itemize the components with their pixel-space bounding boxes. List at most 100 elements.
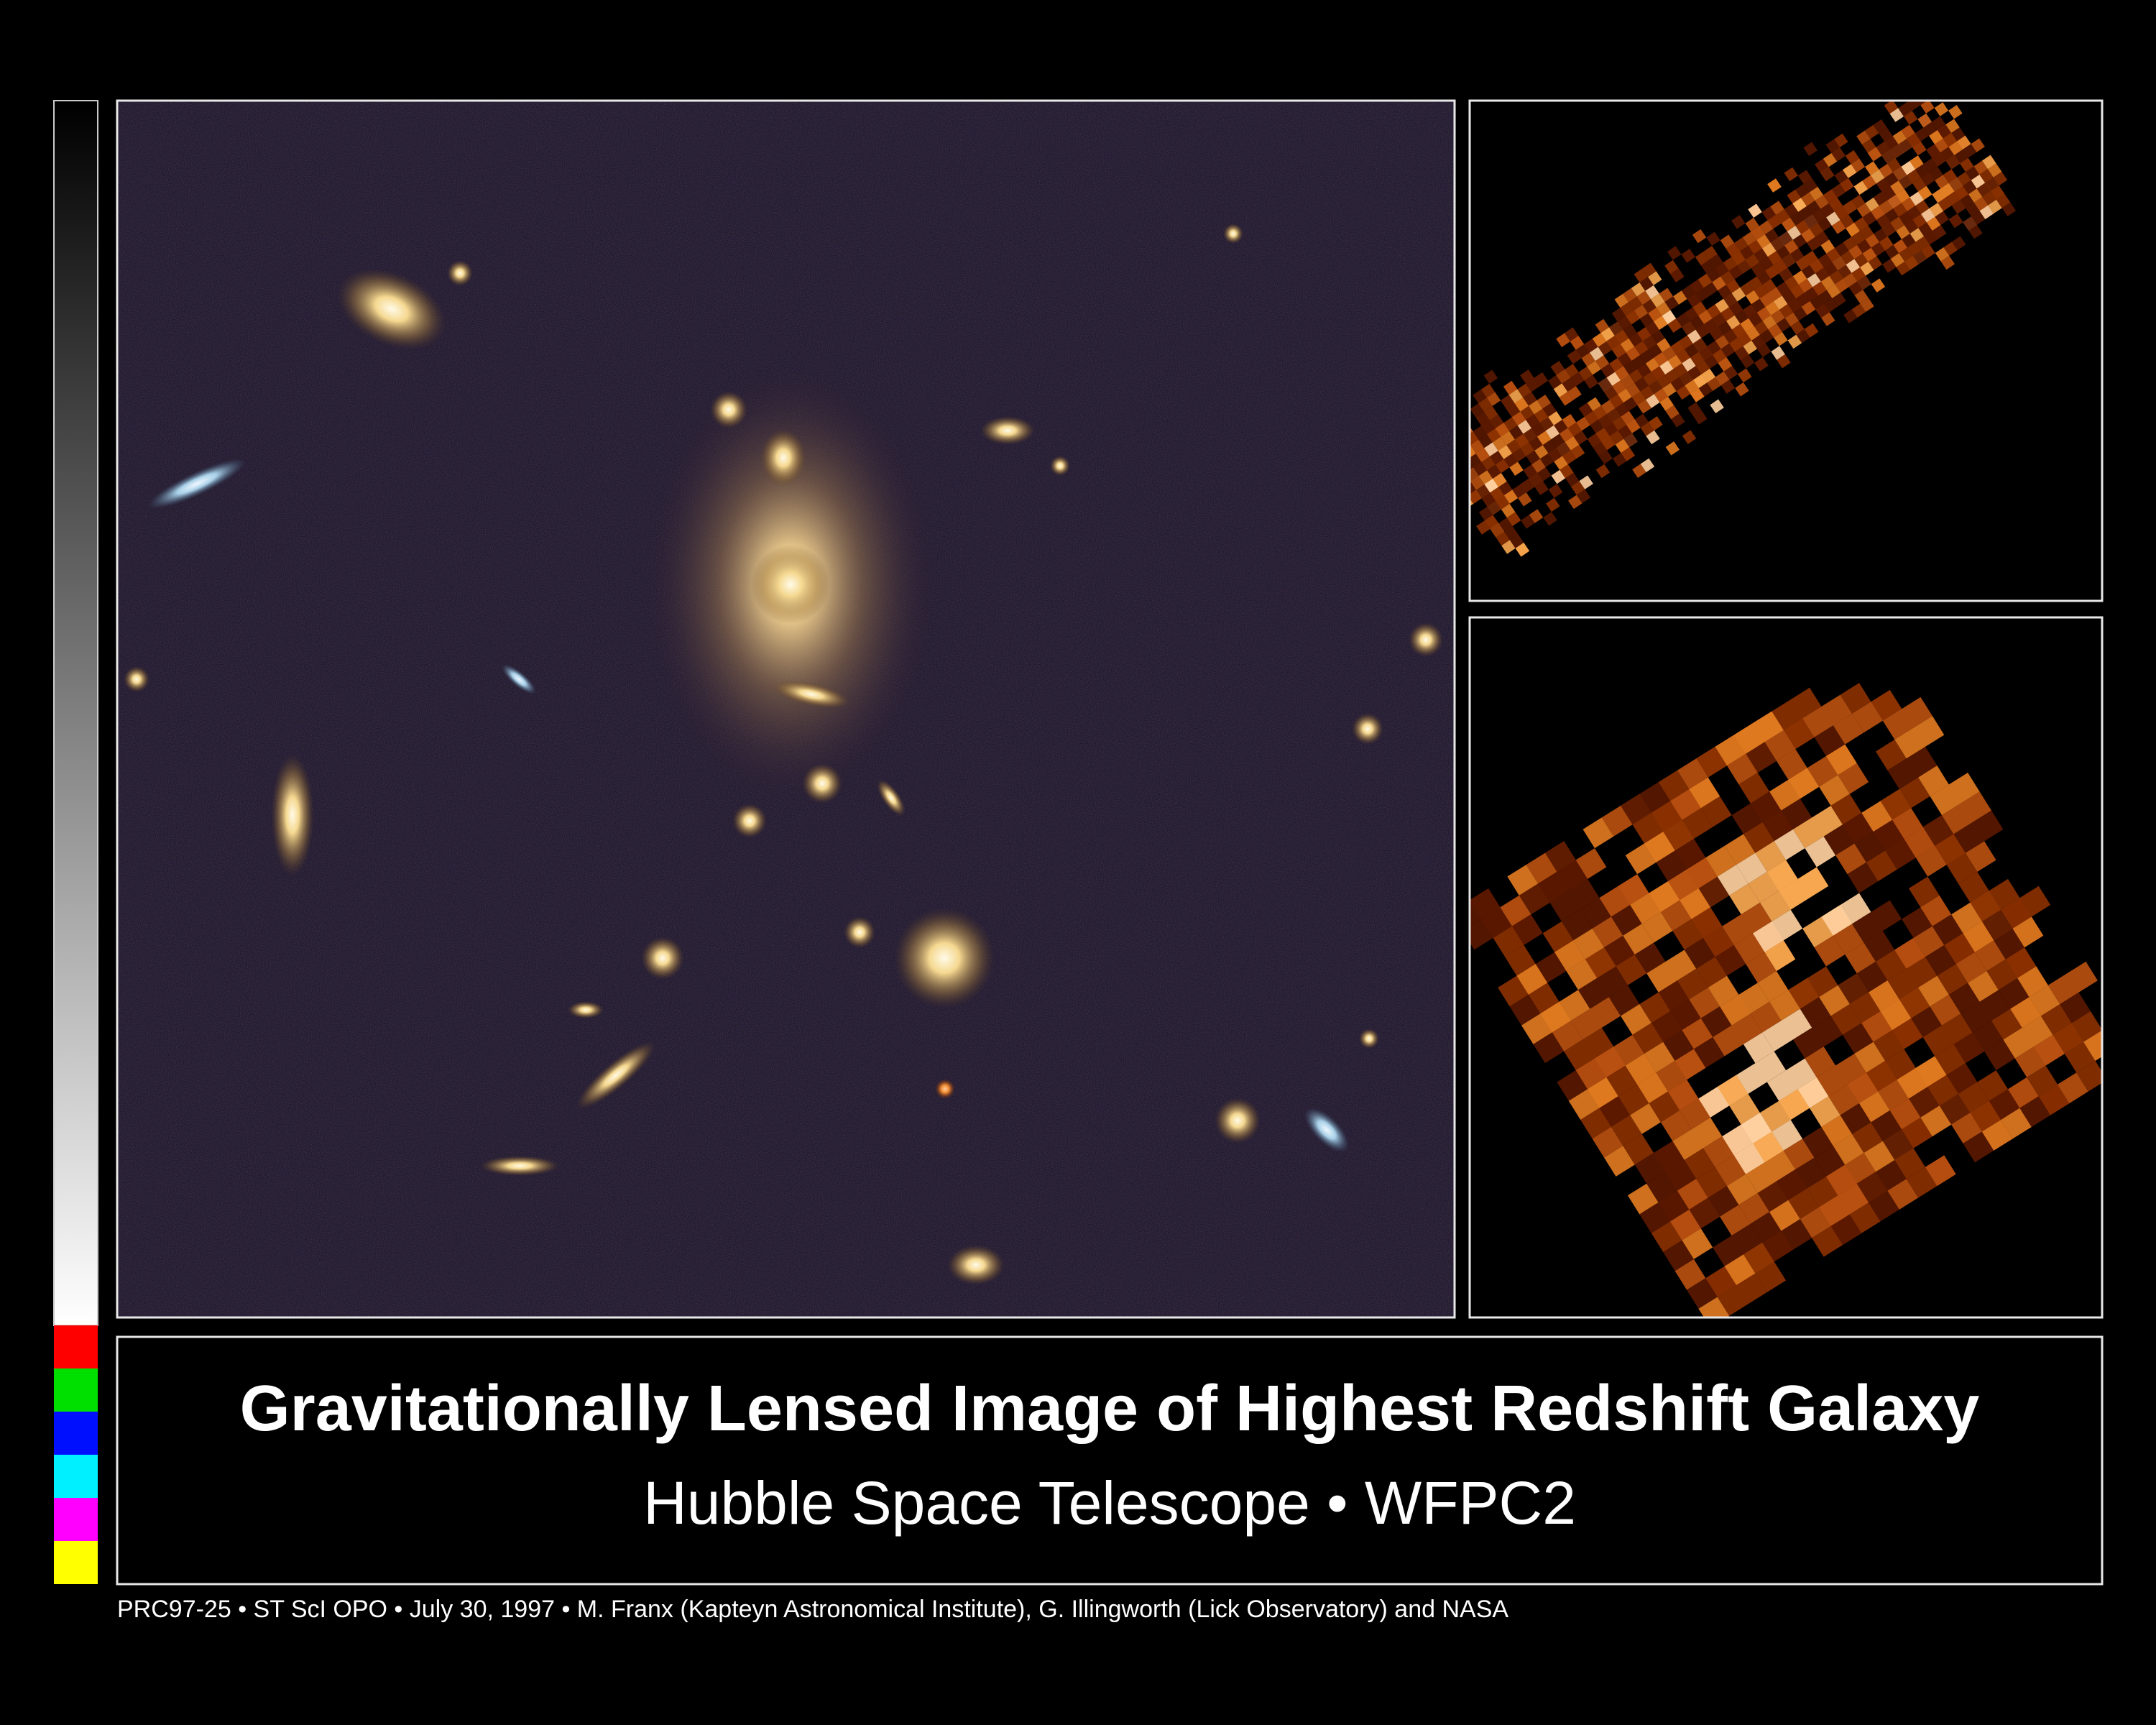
pixel [1806, 201, 1821, 215]
pixel [1562, 377, 1576, 392]
pixel [1709, 326, 1724, 341]
pixel [1779, 231, 1793, 246]
pixel [1971, 138, 1985, 152]
pixel [1708, 975, 1739, 1007]
reconstruction-frame [1468, 616, 2104, 1319]
pixel [1904, 111, 1918, 125]
pixel [1618, 425, 1632, 439]
pixel [1503, 380, 1518, 395]
pixel [1851, 303, 1866, 318]
pixel [1528, 983, 1560, 1014]
pixel [1918, 222, 1932, 236]
pixel [1882, 259, 1897, 273]
pixel [1815, 303, 1830, 318]
pixel [1501, 395, 1515, 409]
pixel [1965, 841, 1996, 873]
pixel [1676, 313, 1690, 327]
pixel [1935, 247, 1950, 262]
pixel [1606, 372, 1621, 386]
pixel [1481, 456, 1496, 471]
pixel [1881, 150, 1896, 165]
pixel [1856, 961, 1888, 993]
pixel [1562, 414, 1577, 428]
pixel [1862, 211, 1876, 226]
pixel [2027, 1065, 2058, 1097]
pixel [1935, 834, 1966, 865]
pixel [1756, 234, 1771, 249]
pixel [1909, 228, 1925, 242]
pixel [1926, 216, 1941, 231]
pixel [1746, 290, 1760, 305]
pixel [1814, 935, 1846, 967]
pixel [1709, 254, 1723, 269]
pixel [1815, 267, 1830, 282]
pixel [1767, 214, 1782, 229]
pixel [1953, 1021, 2004, 1064]
pixel [1473, 389, 1487, 404]
pixel [1951, 127, 1966, 142]
pixel [1698, 382, 1713, 397]
pixel [1773, 259, 1788, 274]
pixel [1860, 262, 1874, 276]
pixel [1904, 219, 1919, 234]
pixel [1784, 167, 1798, 182]
pixel [1890, 253, 1905, 267]
pixel [1948, 177, 1963, 192]
pixel [1729, 1093, 1760, 1125]
pixel [1896, 261, 1910, 276]
pixel [1611, 308, 1626, 322]
pixel [1651, 366, 1666, 380]
pixel [2038, 1084, 2070, 1116]
pixel [1812, 281, 1827, 296]
pixel [1690, 279, 1704, 294]
pixel [1787, 189, 1801, 204]
pixel [1821, 312, 1835, 326]
pixel [1542, 402, 1557, 418]
pixel [1545, 425, 1560, 440]
pixel [1592, 333, 1607, 347]
pixel [1662, 310, 1677, 325]
pixel [1884, 101, 1899, 114]
pixel [1793, 306, 1807, 321]
pixel [1690, 388, 1705, 402]
pixel [1790, 284, 1805, 299]
pixel [1712, 276, 1726, 291]
pixel [1879, 236, 1894, 251]
pixel [1509, 994, 1541, 1026]
reconstruction-image [1470, 617, 2102, 1317]
pixel [1608, 985, 1640, 1016]
pixel [1509, 461, 1524, 476]
pixel [1634, 413, 1649, 428]
pixel [1816, 1054, 1866, 1097]
pixel [1904, 256, 1919, 270]
pixel [1852, 900, 1902, 943]
pixel [1492, 436, 1507, 451]
pixel [1501, 540, 1516, 554]
pixel [1922, 1013, 1973, 1057]
pixel [1865, 197, 1879, 212]
pixel [1544, 841, 1576, 872]
pixel [1498, 518, 1513, 532]
pixel [1729, 337, 1743, 352]
pixel [1735, 382, 1749, 397]
pixel [1907, 242, 1922, 257]
pixel [1784, 239, 1799, 254]
pixel [1834, 242, 1849, 257]
pixel [1871, 690, 1902, 721]
pixel [1792, 806, 1843, 849]
pixel [1879, 127, 1893, 142]
pixel [1531, 422, 1546, 437]
pixel [1982, 155, 1996, 170]
pixel [1627, 1183, 1659, 1215]
pixel [1889, 108, 1904, 122]
pixel [1606, 336, 1621, 350]
pixel [1639, 277, 1654, 291]
pixel [1840, 178, 1854, 193]
pixel [1820, 167, 1835, 181]
pixel [1673, 363, 1688, 377]
pixel [1715, 944, 1746, 976]
pixel [1559, 428, 1574, 442]
pixel [1771, 309, 1785, 324]
pixel [1557, 860, 1588, 891]
pixel [1600, 400, 1616, 414]
